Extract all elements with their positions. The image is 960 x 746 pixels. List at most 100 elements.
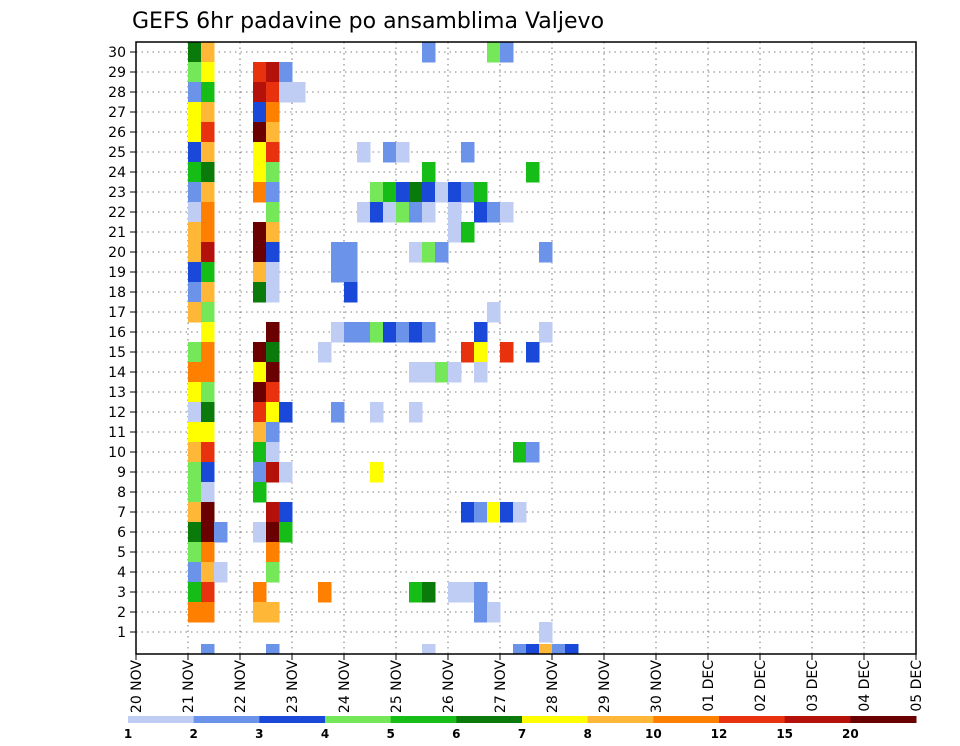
- precip-cell: [474, 502, 488, 523]
- precip-cell: [266, 644, 280, 654]
- precip-cell: [266, 202, 280, 223]
- precip-cell: [253, 342, 267, 363]
- precip-cell: [422, 182, 436, 203]
- y-tick-label: 9: [117, 465, 126, 481]
- legend-swatch: [522, 716, 589, 723]
- precip-cell: [188, 242, 202, 263]
- precip-cell: [513, 644, 527, 654]
- precip-cell: [253, 582, 267, 603]
- legend-label: 8: [583, 727, 591, 741]
- precip-cell: [201, 62, 215, 83]
- precip-cell: [370, 322, 384, 343]
- precip-cell: [266, 522, 280, 543]
- precip-cell: [188, 122, 202, 143]
- precip-cell: [539, 242, 553, 263]
- precip-cell: [188, 542, 202, 563]
- legend-swatch: [259, 716, 326, 723]
- precip-cell: [396, 142, 410, 163]
- x-tick-label: 29 NOV: [597, 660, 613, 714]
- legend-swatch: [719, 716, 786, 723]
- precip-cell: [253, 482, 267, 503]
- precip-cell: [253, 442, 267, 463]
- x-tick-label: 30 NOV: [649, 660, 665, 714]
- precip-cell: [331, 322, 345, 343]
- precip-cell: [526, 442, 540, 463]
- precip-cell: [422, 644, 436, 654]
- precip-cell: [266, 562, 280, 583]
- precip-cell: [201, 182, 215, 203]
- x-tick-label: 05 DEC: [909, 660, 925, 712]
- precip-cell: [422, 582, 436, 603]
- precip-cell: [266, 362, 280, 383]
- y-tick-label: 22: [108, 205, 126, 221]
- y-tick-label: 8: [117, 485, 126, 501]
- precip-cell: [461, 342, 475, 363]
- precip-cell: [188, 382, 202, 403]
- precip-cell: [396, 182, 410, 203]
- precip-cell: [201, 462, 215, 483]
- precip-cell: [448, 182, 462, 203]
- legend-label: 2: [189, 727, 197, 741]
- precip-cell: [487, 602, 501, 623]
- precip-cell: [201, 402, 215, 423]
- precip-cell: [266, 502, 280, 523]
- precip-cell: [253, 362, 267, 383]
- precip-cell: [188, 422, 202, 443]
- precip-cell: [422, 242, 436, 263]
- legend-label: 10: [645, 727, 662, 741]
- precip-cell: [201, 322, 215, 343]
- precip-cell: [474, 582, 488, 603]
- precip-cell: [253, 122, 267, 143]
- precip-cell: [266, 122, 280, 143]
- precip-cell: [435, 242, 449, 263]
- precip-cell: [357, 142, 371, 163]
- precip-cell: [461, 502, 475, 523]
- legend-swatch: [325, 716, 392, 723]
- precip-cell: [370, 402, 384, 423]
- precip-cell: [188, 182, 202, 203]
- precip-cell: [266, 382, 280, 403]
- legend-swatch: [850, 716, 917, 723]
- precip-cell: [214, 562, 228, 583]
- precip-cell: [201, 282, 215, 303]
- precip-cell: [266, 282, 280, 303]
- y-axis-member-labels: 1234567891011121314151617181920212223242…: [108, 45, 136, 641]
- y-tick-label: 3: [117, 585, 126, 601]
- precip-cell: [266, 82, 280, 103]
- precip-cell: [188, 62, 202, 83]
- precip-cell: [253, 262, 267, 283]
- precip-cell: [539, 622, 553, 643]
- precip-cell: [201, 102, 215, 123]
- precip-cell: [513, 502, 527, 523]
- precip-cell: [266, 542, 280, 563]
- precip-cell: [253, 242, 267, 263]
- legend-swatch: [784, 716, 851, 723]
- precip-cell: [383, 142, 397, 163]
- legend-label: 15: [776, 727, 793, 741]
- precip-cell: [201, 382, 215, 403]
- y-tick-label: 14: [108, 365, 126, 381]
- x-tick-label: 03 DEC: [805, 660, 821, 712]
- precip-cell: [474, 362, 488, 383]
- precip-cell: [344, 322, 358, 343]
- precip-cell: [318, 342, 332, 363]
- precip-cell: [422, 362, 436, 383]
- precip-cell: [331, 242, 345, 263]
- precip-cell: [435, 182, 449, 203]
- precip-cell: [513, 442, 527, 463]
- precip-cell: [383, 202, 397, 223]
- precip-cell: [188, 522, 202, 543]
- precip-cell: [422, 322, 436, 343]
- precip-cell: [188, 302, 202, 323]
- precip-cell: [344, 282, 358, 303]
- precip-cell: [487, 202, 501, 223]
- precip-cell: [188, 162, 202, 183]
- precip-cell: [266, 62, 280, 83]
- precip-cell: [266, 142, 280, 163]
- precip-cell: [253, 62, 267, 83]
- precip-cell: [266, 242, 280, 263]
- precip-cell: [409, 182, 423, 203]
- precip-cell: [188, 462, 202, 483]
- y-tick-label: 25: [108, 145, 126, 161]
